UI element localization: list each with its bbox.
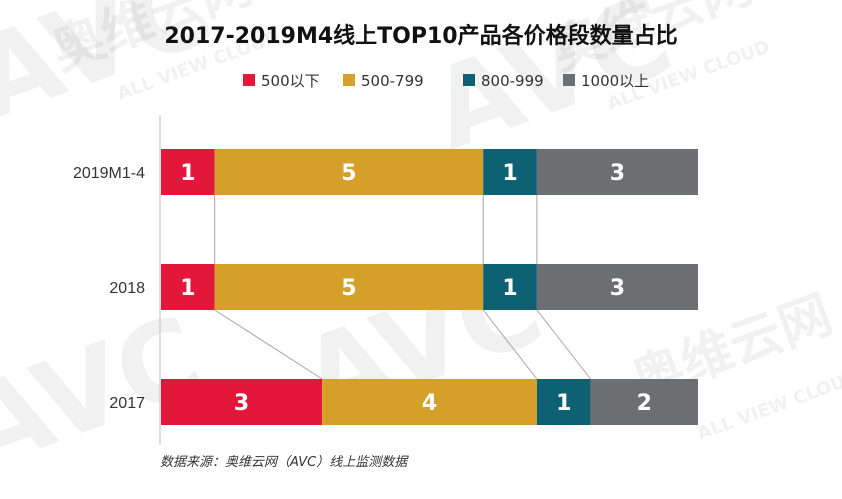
category-label-1: 2018	[109, 280, 145, 297]
bar-2-1	[322, 379, 537, 425]
bar-value-0-1: 5	[341, 161, 356, 186]
connector-lines	[214, 195, 591, 380]
bar-0-1	[214, 149, 484, 195]
bar-1-0	[161, 264, 215, 310]
bar-value-0-3: 3	[610, 161, 625, 186]
bar-0-2	[483, 149, 537, 195]
legend-swatch-2	[463, 74, 475, 86]
bar-value-2-2: 1	[556, 391, 571, 416]
category-label-2: 2017	[109, 395, 145, 412]
legend-label-2: 800-999	[481, 72, 544, 90]
legend-swatch-0	[243, 74, 255, 86]
legend-label-1: 500-799	[361, 72, 424, 90]
legend-swatch-3	[563, 74, 575, 86]
bar-value-0-2: 1	[502, 161, 517, 186]
legend-label-3: 1000以上	[581, 72, 649, 90]
category-labels: 2019M1-4 2018 2017	[73, 165, 145, 412]
category-label-0: 2019M1-4	[73, 165, 145, 182]
chart-title: 2017-2019M4线上TOP10产品各价格段数量占比	[164, 23, 677, 49]
bar-value-1-1: 5	[341, 276, 356, 301]
bar-2-0	[161, 379, 323, 425]
bar-1-1	[214, 264, 484, 310]
legend-swatch-1	[343, 74, 355, 86]
bar-2-3	[590, 379, 698, 425]
bar-value-2-0: 3	[234, 391, 249, 416]
bar-value-1-2: 1	[502, 276, 517, 301]
bar-0-3	[536, 149, 698, 195]
connector-1-0	[214, 309, 323, 380]
bar-group: 1 5 1 3 1 5 1 3 3 4 1 2	[161, 149, 698, 425]
bar-1-2	[483, 264, 537, 310]
bar-2-2	[536, 379, 591, 425]
bar-value-2-1: 4	[422, 391, 437, 416]
bar-value-2-3: 2	[637, 391, 652, 416]
bar-0-0	[161, 149, 215, 195]
connector-1-2	[536, 309, 591, 380]
source-note: 数据来源：奥维云网（AVC）线上监测数据	[160, 454, 409, 470]
legend: 500以下 500-799 800-999 1000以上	[243, 72, 649, 90]
bar-value-1-3: 3	[610, 276, 625, 301]
bar-value-1-0: 1	[180, 276, 195, 301]
legend-label-0: 500以下	[261, 72, 320, 90]
bar-1-3	[536, 264, 698, 310]
bar-value-0-0: 1	[180, 161, 195, 186]
connector-1-1	[482, 309, 538, 380]
